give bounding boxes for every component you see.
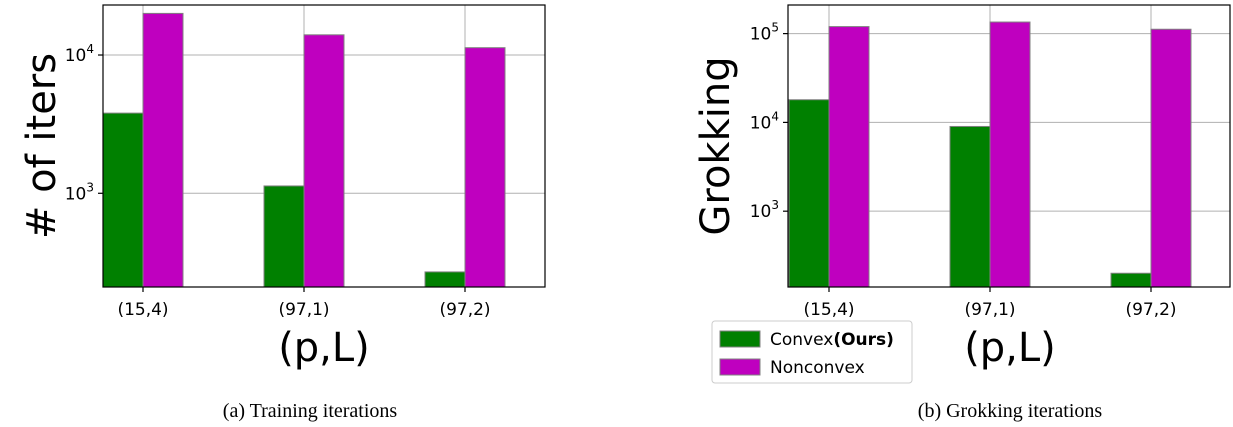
panel-b-xtick-label-1: (97,1)	[964, 300, 1015, 320]
legend-label-nonconvex: Nonconvex	[770, 358, 865, 378]
panel-b-bar-convex-2	[1110, 272, 1152, 288]
panel-a-caption: (a) Training iterations	[223, 400, 398, 422]
panel-b-bar-nonconvex-0	[828, 26, 870, 288]
panel-a-ytick-label-0: 103	[65, 180, 94, 204]
panel-b-bar-convex-0	[788, 99, 830, 288]
panel-b-bars	[788, 21, 1192, 288]
panel-b-bar-nonconvex-2	[1150, 28, 1192, 288]
panel-a-bar-nonconvex-0	[142, 12, 184, 288]
panel-a-ytick-label-1: 104	[65, 42, 94, 66]
panel-a-bar-convex-1	[263, 185, 305, 288]
panel-b-x-ticks: (15,4) (97,1) (97,2)	[803, 287, 1177, 320]
legend: Convex(Ours) Nonconvex	[711, 320, 913, 384]
panel-a-x-ticks: (15,4) (97,1) (97,2)	[117, 287, 491, 320]
legend-swatch-nonconvex	[719, 358, 761, 376]
panel-a-bars	[102, 12, 506, 288]
panel-b-xtick-label-2: (97,2)	[1125, 300, 1176, 320]
panel-a-xtick-label-0: (15,4)	[117, 300, 168, 320]
panel-b-ytick-exp-1: 4	[771, 109, 779, 123]
panel-a-x-axis-label: (p,L)	[278, 325, 370, 371]
panel-a-ytick-exp-0: 3	[86, 180, 94, 194]
panel-a-axes-frame	[102, 4, 546, 288]
panel-b-ytick-label-2: 105	[750, 21, 779, 45]
panel-b-bar-convex-1	[949, 125, 991, 288]
panel-a-ytick-exp-1: 4	[86, 42, 94, 56]
panel-b-ytick-label-0: 103	[750, 198, 779, 222]
panel-a-xtick-label-2: (97,2)	[439, 300, 490, 320]
panel-a-xtick-label-1: (97,1)	[278, 300, 329, 320]
panel-b-ytick-base-1: 10	[750, 113, 772, 133]
panel-a-bar-nonconvex-1	[303, 34, 345, 288]
panel-a-bar-nonconvex-2	[464, 47, 506, 288]
panel-a-ytick-base-1: 10	[65, 46, 87, 66]
panel-a-bar-convex-0	[102, 112, 144, 288]
panel-b-ytick-exp-0: 3	[771, 198, 779, 212]
panel-b-ytick-exp-2: 5	[771, 21, 779, 35]
panel-b-ytick-base-0: 10	[750, 202, 772, 222]
panel-a-ytick-base-0: 10	[65, 184, 87, 204]
legend-label-convex-ours: (Ours)	[833, 330, 894, 350]
panel-a-bar-convex-2	[424, 271, 466, 288]
panel-b-xtick-label-0: (15,4)	[803, 300, 854, 320]
panel-b-axes-frame	[787, 4, 1231, 288]
legend-label-convex: Convex(Ours)	[770, 330, 894, 350]
panel-b-bar-nonconvex-1	[989, 21, 1031, 288]
panel-b-y-axis-label: Grokking	[693, 56, 739, 235]
panel-a-y-axis-label: # of iters	[19, 53, 65, 239]
panel-b-caption: (b) Grokking iterations	[918, 400, 1103, 422]
panel-b-ytick-label-1: 104	[750, 109, 779, 133]
legend-box	[711, 320, 913, 384]
legend-swatch-convex	[719, 330, 761, 348]
panel-b-ytick-base-2: 10	[750, 25, 772, 45]
legend-label-convex-text: Convex	[770, 330, 833, 350]
panel-b-x-axis-label: (p,L)	[964, 325, 1056, 371]
